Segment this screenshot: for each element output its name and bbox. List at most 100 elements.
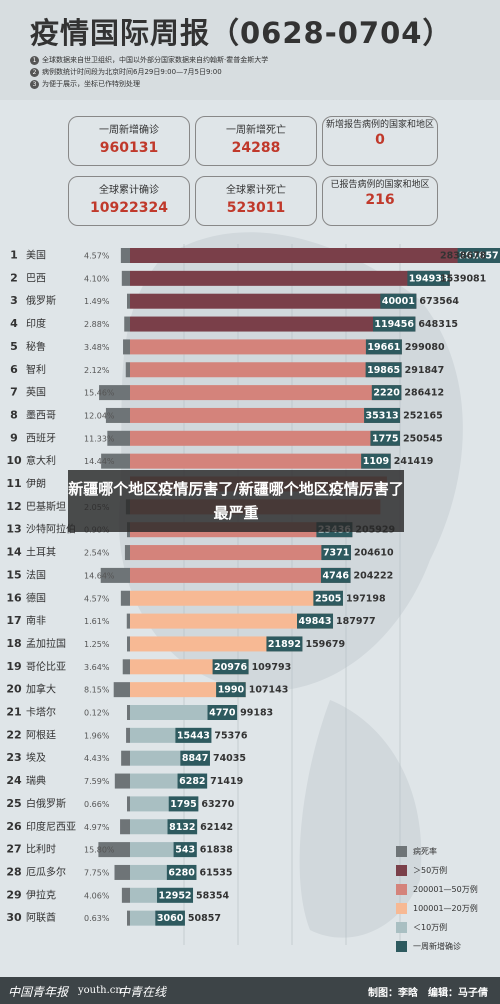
weekly-new-bar — [297, 613, 334, 629]
stat-label: 一周新增死亡 — [226, 125, 286, 136]
weekly-new-bar — [371, 385, 402, 401]
note-text: 为便于展示，坐标已作特别处理 — [42, 80, 140, 88]
country-label: 美国 — [26, 249, 46, 262]
total-confirmed-label: 109793 — [252, 662, 292, 673]
country-label: 瑞典 — [26, 774, 46, 787]
fatality-rate-bar — [107, 430, 130, 446]
rank-label: 22 — [6, 728, 21, 741]
country-label: 比利时 — [26, 844, 56, 856]
weekly-new-bar — [370, 430, 401, 446]
fatality-rate-label: 7.59% — [84, 777, 110, 786]
rank-label: 14 — [6, 546, 22, 559]
country-label: 巴基斯坦 — [26, 500, 66, 513]
footer-bar: 中国青年报 youth.cn 中青在线 制图：李晗 编辑：马子倩 — [0, 977, 500, 1004]
total-confirmed-bar — [130, 248, 500, 263]
weekly-new-label: 7371 — [323, 548, 349, 559]
legend-swatch — [396, 922, 407, 933]
weekly-new-bar — [407, 270, 450, 286]
total-confirmed-label: 197198 — [346, 593, 386, 604]
weekly-new-label: 4746 — [323, 570, 350, 581]
fatality-rate-label: 11.33% — [84, 434, 115, 443]
legend-label: 病死率 — [413, 847, 437, 856]
fatality-rate-bar — [124, 545, 130, 561]
fatality-rate-label: 4.97% — [84, 823, 110, 832]
fatality-rate-bar — [120, 819, 130, 835]
total-confirmed-label: 61535 — [199, 867, 232, 878]
note-text: 病例数统计时间段为北京时间6月29日9:00—7月5日9:00 — [42, 68, 222, 76]
fatality-rate-label: 2.88% — [84, 320, 110, 329]
weekly-new-label: 8847 — [182, 753, 208, 764]
country-label: 沙特阿拉伯 — [26, 523, 76, 536]
country-label: 印度 — [26, 317, 46, 330]
fatality-rate-bar — [105, 407, 130, 423]
fatality-rate-bar — [127, 910, 130, 926]
rank-label: 5 — [10, 340, 18, 353]
weekly-new-bar — [157, 887, 194, 903]
country-label: 南非 — [26, 614, 46, 627]
fatality-rate-bar — [113, 682, 130, 698]
weekly-new-bar — [155, 910, 185, 926]
caption-overlay: 新疆哪个地区疫情厉害了/新疆哪个地区疫情厉害了最严重 — [68, 470, 404, 532]
weekly-new-bar — [212, 659, 249, 675]
country-label: 墨西哥 — [26, 409, 56, 421]
weekly-new-bar — [177, 773, 208, 789]
total-confirmed-label: 252165 — [403, 410, 443, 421]
country-label: 秘鲁 — [26, 340, 46, 353]
weekly-new-bar — [173, 842, 197, 858]
weekly-new-label: 2220 — [373, 388, 400, 399]
legend-item: 200001—50万例 — [396, 880, 478, 899]
total-confirmed-bar — [130, 545, 351, 561]
stat-label: 全球累计确诊 — [99, 185, 159, 196]
legend-swatch — [396, 941, 407, 952]
rank-label: 23 — [6, 751, 21, 764]
stat-label: 全球累计死亡 — [226, 185, 286, 196]
weekly-new-label: 119456 — [374, 319, 414, 330]
rank-label: 10 — [6, 454, 22, 467]
weekly-new-label: 2505 — [315, 593, 341, 604]
note-1: 1 全球数据来自世卫组织，中国以外部分国家数据来自约翰斯·霍普金斯大学 — [30, 54, 268, 66]
country-label: 伊朗 — [26, 478, 46, 490]
total-confirmed-label: 61838 — [200, 845, 233, 856]
weekly-new-bar — [365, 339, 402, 355]
total-confirmed-label: 74035 — [213, 753, 246, 764]
weekly-new-label: 1990 — [218, 685, 245, 696]
fatality-rate-label: 0.12% — [84, 709, 110, 718]
note-text: 全球数据来自世卫组织，中国以外部分国家数据来自约翰斯·霍普金斯大学 — [42, 56, 269, 64]
fatality-rate-label: 12.04% — [84, 411, 115, 420]
total-confirmed-label: 159679 — [305, 639, 345, 650]
weekly-new-bar — [167, 819, 198, 835]
weekly-new-bar — [372, 316, 416, 332]
rank-label: 8 — [10, 408, 18, 421]
weekly-new-label: 6280 — [168, 867, 195, 878]
total-confirmed-bar — [130, 293, 417, 309]
total-confirmed-label: 1539081 — [440, 273, 486, 284]
weekly-new-bar — [321, 545, 351, 561]
stat-total-deaths: 全球累计死亡 523011 — [195, 176, 317, 226]
rank-label: 1 — [10, 249, 18, 262]
legend-item: 病死率 — [396, 842, 478, 861]
country-label: 西班牙 — [26, 432, 56, 444]
fatality-rate-label: 8.15% — [84, 686, 110, 695]
fatality-rate-bar — [121, 750, 130, 766]
weekly-new-bar — [180, 750, 210, 766]
legend-label: 一周新增确诊 — [413, 942, 461, 951]
country-label: 俄罗斯 — [26, 294, 56, 307]
legend-item: 100001—20万例 — [396, 899, 478, 918]
fatality-rate-label: 2.54% — [84, 549, 110, 558]
weekly-new-label: 19661 — [367, 342, 400, 353]
total-confirmed-label: 291847 — [405, 365, 445, 376]
fatality-rate-bar — [98, 842, 130, 858]
note-number-badge: 1 — [30, 56, 39, 65]
weekly-new-bar — [216, 682, 246, 698]
fatality-rate-bar — [127, 293, 130, 309]
weekly-new-bar — [175, 727, 212, 743]
fatality-rate-label: 14.64% — [84, 571, 115, 580]
rank-label: 24 — [6, 774, 22, 787]
fatality-rate-bar — [125, 362, 130, 378]
country-label: 阿联酋 — [26, 911, 56, 924]
country-label: 哥伦比亚 — [26, 660, 66, 673]
fatality-rate-label: 4.10% — [84, 274, 110, 283]
country-label: 阿根廷 — [26, 728, 56, 741]
rank-label: 21 — [6, 706, 21, 719]
stat-value: 24288 — [231, 140, 281, 156]
